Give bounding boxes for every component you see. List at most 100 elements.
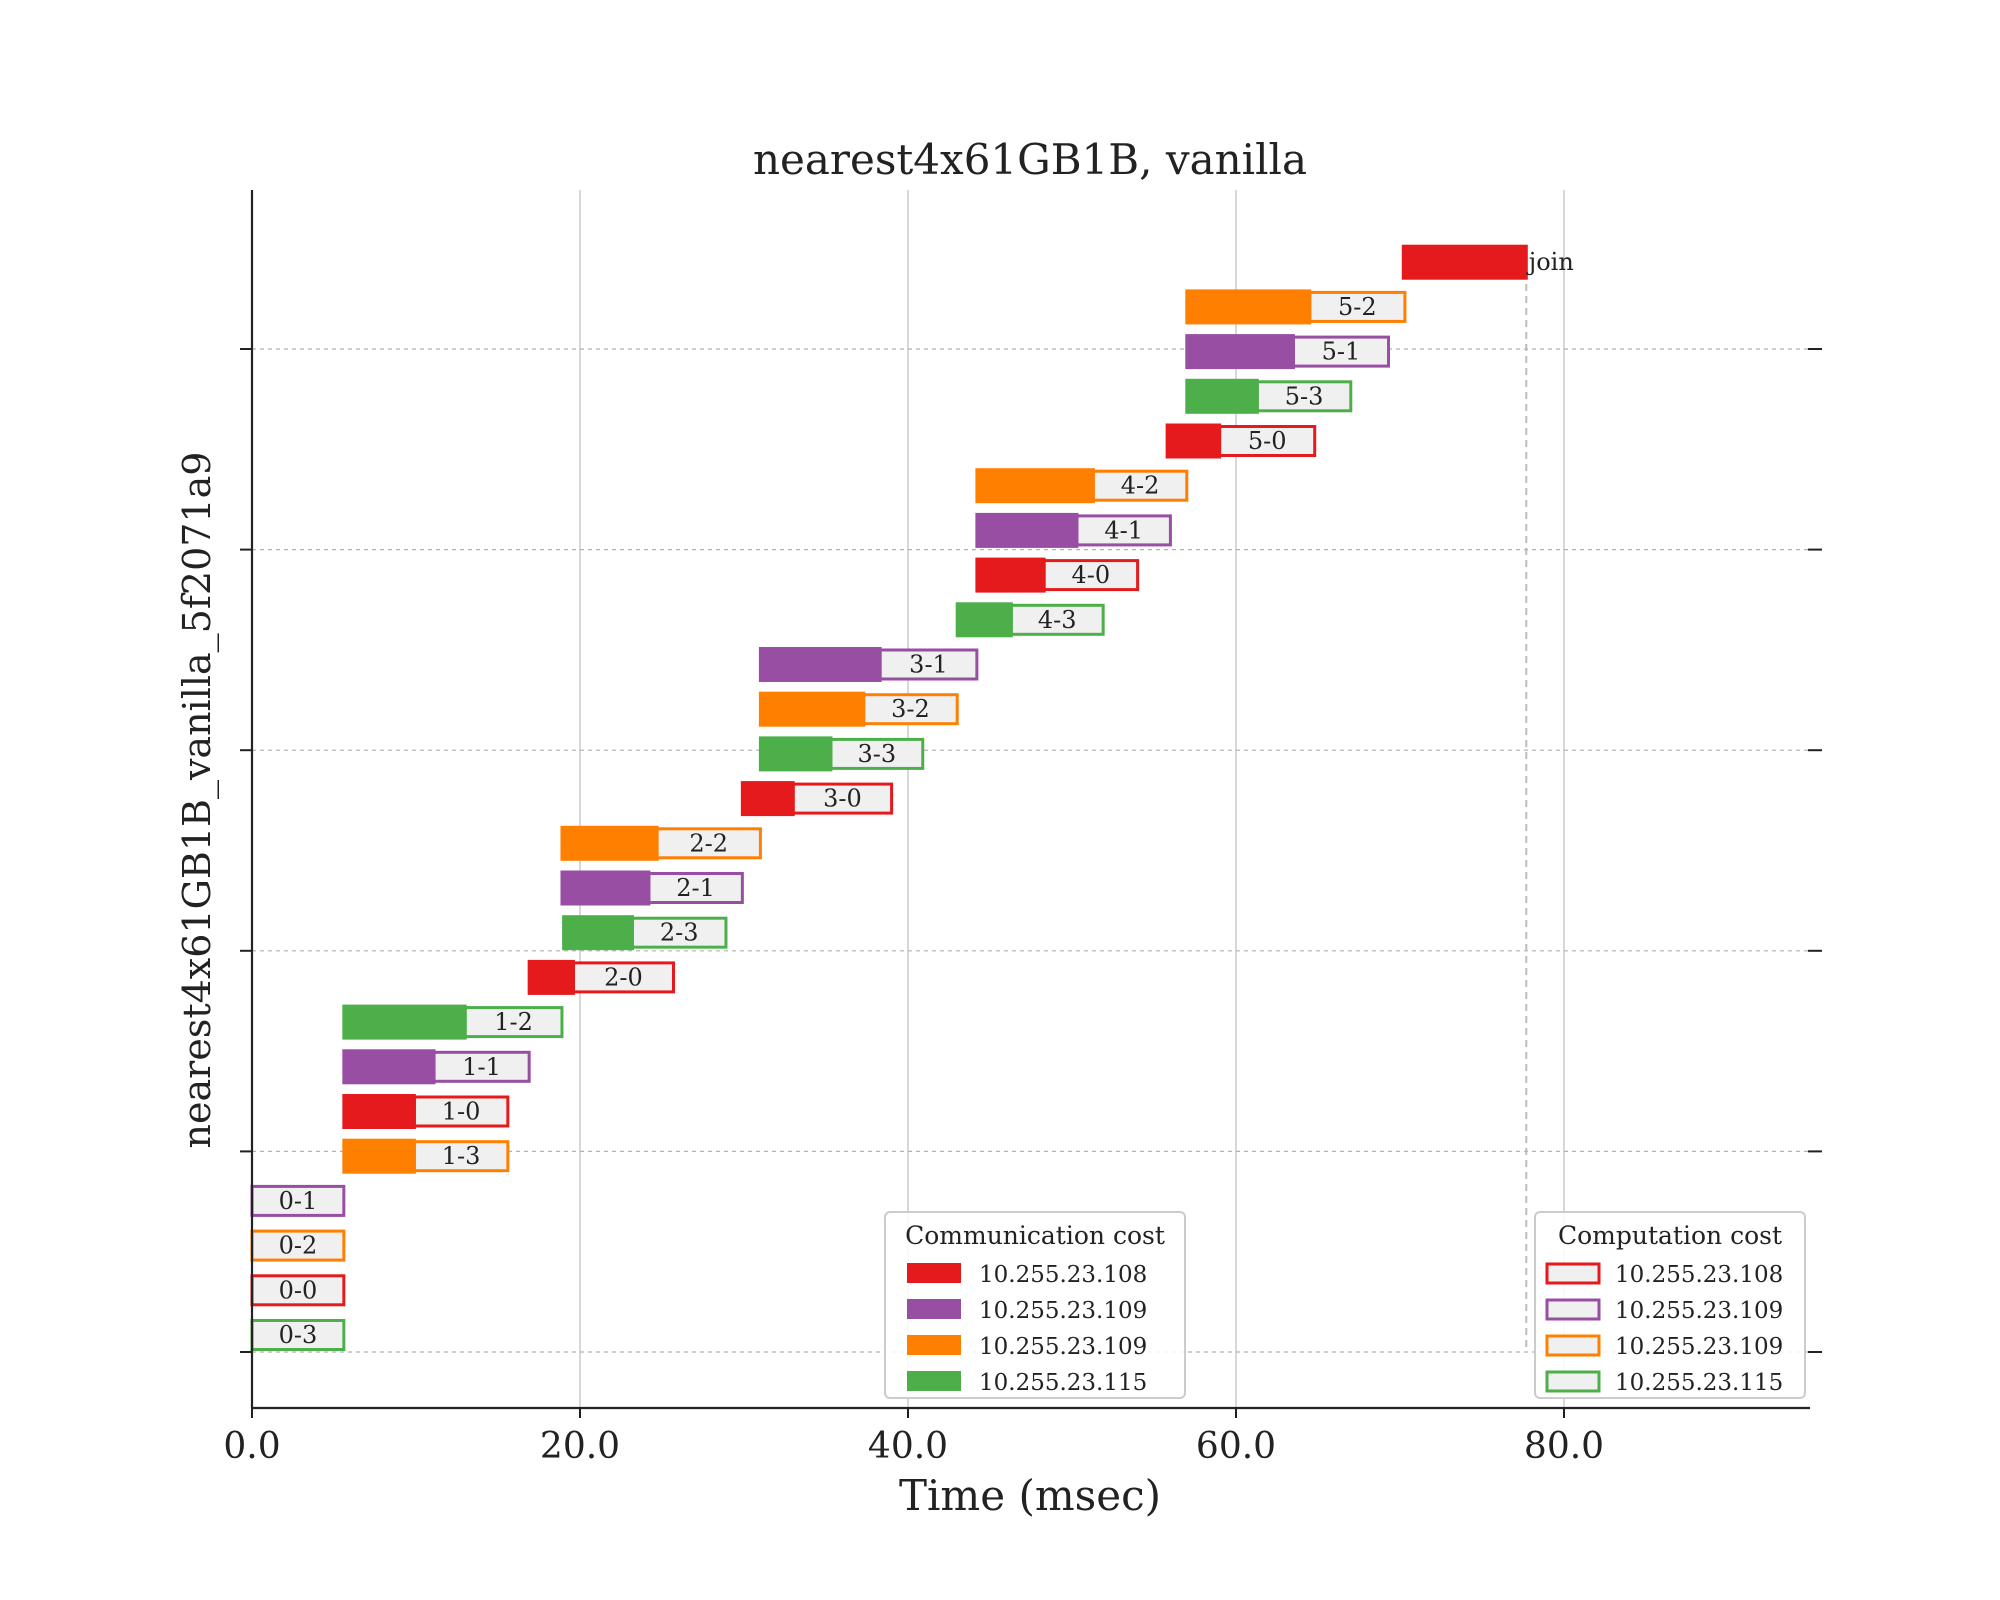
- task-label: 0-2: [279, 1232, 318, 1260]
- y-axis-label: nearest4x61GB1B_vanilla_5f2071a9: [175, 452, 220, 1149]
- communication-bar: [957, 603, 1012, 636]
- task-bars: join 5-2 5-1 5-3 5-0 4-2 4-1 4-0 4-3 3-1 3-2 3-3 3-0…: [250, 244, 1574, 1351]
- legend-swatch: [1545, 1298, 1601, 1321]
- x-tick-label: 60.0: [1196, 1426, 1276, 1467]
- axes: 0.0 20.0 40.0 60.0 80.0: [223, 190, 1822, 1467]
- communication-bar: [760, 648, 881, 681]
- task-label: 3-1: [909, 651, 948, 679]
- task-bar-outline: [758, 647, 882, 682]
- computation-bar: [1308, 290, 1407, 323]
- task-bar-outline: [560, 870, 651, 906]
- communication-bar: [561, 827, 658, 860]
- legend-communication: Communication cost 10.255.23.108 10.255.23…: [884, 1211, 1186, 1399]
- task-bar-outline: [560, 825, 659, 861]
- chart-title: nearest4x61GB1B, vanilla: [753, 135, 1307, 184]
- computation-bar: [791, 782, 894, 815]
- x-tick-label: 0.0: [223, 1426, 280, 1467]
- communication-bar: [1403, 246, 1527, 279]
- computation-bar: [630, 916, 728, 949]
- task-label: 1-0: [442, 1098, 481, 1126]
- x-tick-label: 80.0: [1524, 1426, 1604, 1467]
- task-label: 2-0: [604, 963, 643, 991]
- communication-bar: [976, 469, 1094, 502]
- legend-computation: Computation cost 10.255.23.108 10.255.23.1…: [1534, 1211, 1806, 1399]
- communication-bar: [563, 916, 633, 949]
- task-label: 2-2: [689, 829, 728, 857]
- task-label: 4-3: [1038, 606, 1077, 634]
- task-bar-outline: [1401, 244, 1528, 280]
- communication-bar: [529, 961, 574, 994]
- task-label: 3-3: [858, 740, 897, 768]
- task-bar-outline: [527, 959, 575, 995]
- legend-frame: [1534, 1211, 1806, 1399]
- legend-entry-label: 10.255.23.108: [1615, 1262, 1783, 1288]
- task-bar-outline: [955, 602, 1013, 638]
- communication-bar: [976, 559, 1045, 592]
- computation-bar: [1009, 603, 1105, 636]
- task-bar-outline: [975, 557, 1046, 593]
- computation-bar: [250, 1184, 346, 1217]
- task-label: 5-0: [1248, 427, 1287, 455]
- task-label: 2-1: [676, 874, 715, 902]
- legend-swatch: [907, 1299, 961, 1319]
- task-bar-outline: [342, 1138, 416, 1174]
- legend-entry-label: 10.255.23.115: [1615, 1370, 1783, 1396]
- communication-bar: [1186, 290, 1310, 323]
- legend-entry-label: 10.255.23.108: [979, 1262, 1147, 1288]
- computation-bar: [1291, 335, 1391, 368]
- communication-bar: [343, 1095, 415, 1128]
- legend-swatch: [907, 1371, 961, 1391]
- legend-swatch: [1545, 1370, 1601, 1393]
- task-bar-outline: [342, 1094, 416, 1129]
- task-bar-outline: [975, 468, 1095, 504]
- communication-bar: [1186, 380, 1258, 413]
- task-label: 2-3: [660, 919, 699, 947]
- legend-swatch: [1545, 1334, 1601, 1357]
- legend-title: Computation cost: [1558, 1221, 1782, 1250]
- legend-swatch: [907, 1335, 961, 1355]
- computation-bar: [829, 737, 925, 770]
- task-bar-outline: [758, 736, 833, 772]
- computation-bar: [412, 1140, 510, 1173]
- computation-bar: [250, 1319, 346, 1351]
- computation-bar: [432, 1050, 531, 1083]
- computation-bar: [655, 827, 762, 860]
- communication-bar: [561, 872, 649, 904]
- task-bar-outline: [758, 691, 866, 727]
- legend-entry-label: 10.255.23.109: [1615, 1298, 1783, 1324]
- communication-bar: [760, 737, 831, 770]
- communication-bar: [343, 1006, 466, 1039]
- task-label: 0-1: [279, 1187, 318, 1215]
- communication-bar: [742, 782, 794, 815]
- legend-entry-label: 10.255.23.109: [979, 1334, 1147, 1360]
- x-tick-label: 40.0: [868, 1426, 948, 1467]
- communication-bar: [976, 514, 1077, 547]
- legend-title: Communication cost: [905, 1221, 1165, 1250]
- task-bar-outline: [975, 512, 1079, 548]
- x-axis-label: Time (msec): [899, 1471, 1161, 1520]
- task-label: 5-2: [1338, 293, 1377, 321]
- task-bar-outline: [342, 1004, 467, 1040]
- x-tick-label: 20.0: [540, 1426, 620, 1467]
- communication-bar: [343, 1140, 415, 1173]
- task-label: 0-3: [279, 1321, 318, 1349]
- legend-swatch: [1545, 1262, 1601, 1285]
- task-label: 1-3: [442, 1142, 481, 1170]
- task-label: 4-0: [1072, 561, 1111, 589]
- communication-bar: [343, 1050, 435, 1083]
- task-bar-outline: [562, 915, 634, 951]
- legend-entry-label: 10.255.23.115: [979, 1370, 1147, 1396]
- task-label: 1-1: [462, 1053, 501, 1081]
- task-label: 4-1: [1104, 516, 1143, 544]
- legends: Communication cost 10.255.23.108 10.255.23…: [884, 1211, 1806, 1399]
- communication-bar: [760, 693, 864, 726]
- task-label: 3-0: [823, 785, 862, 813]
- task-bar-outline: [1185, 289, 1312, 325]
- legend-entry-label: 10.255.23.109: [1615, 1334, 1783, 1360]
- communication-bar: [1186, 335, 1294, 368]
- task-label: 1-2: [494, 1008, 533, 1036]
- task-bar-outline: [342, 1049, 436, 1085]
- communication-bar: [1167, 425, 1220, 457]
- task-bar-outline: [1185, 334, 1295, 370]
